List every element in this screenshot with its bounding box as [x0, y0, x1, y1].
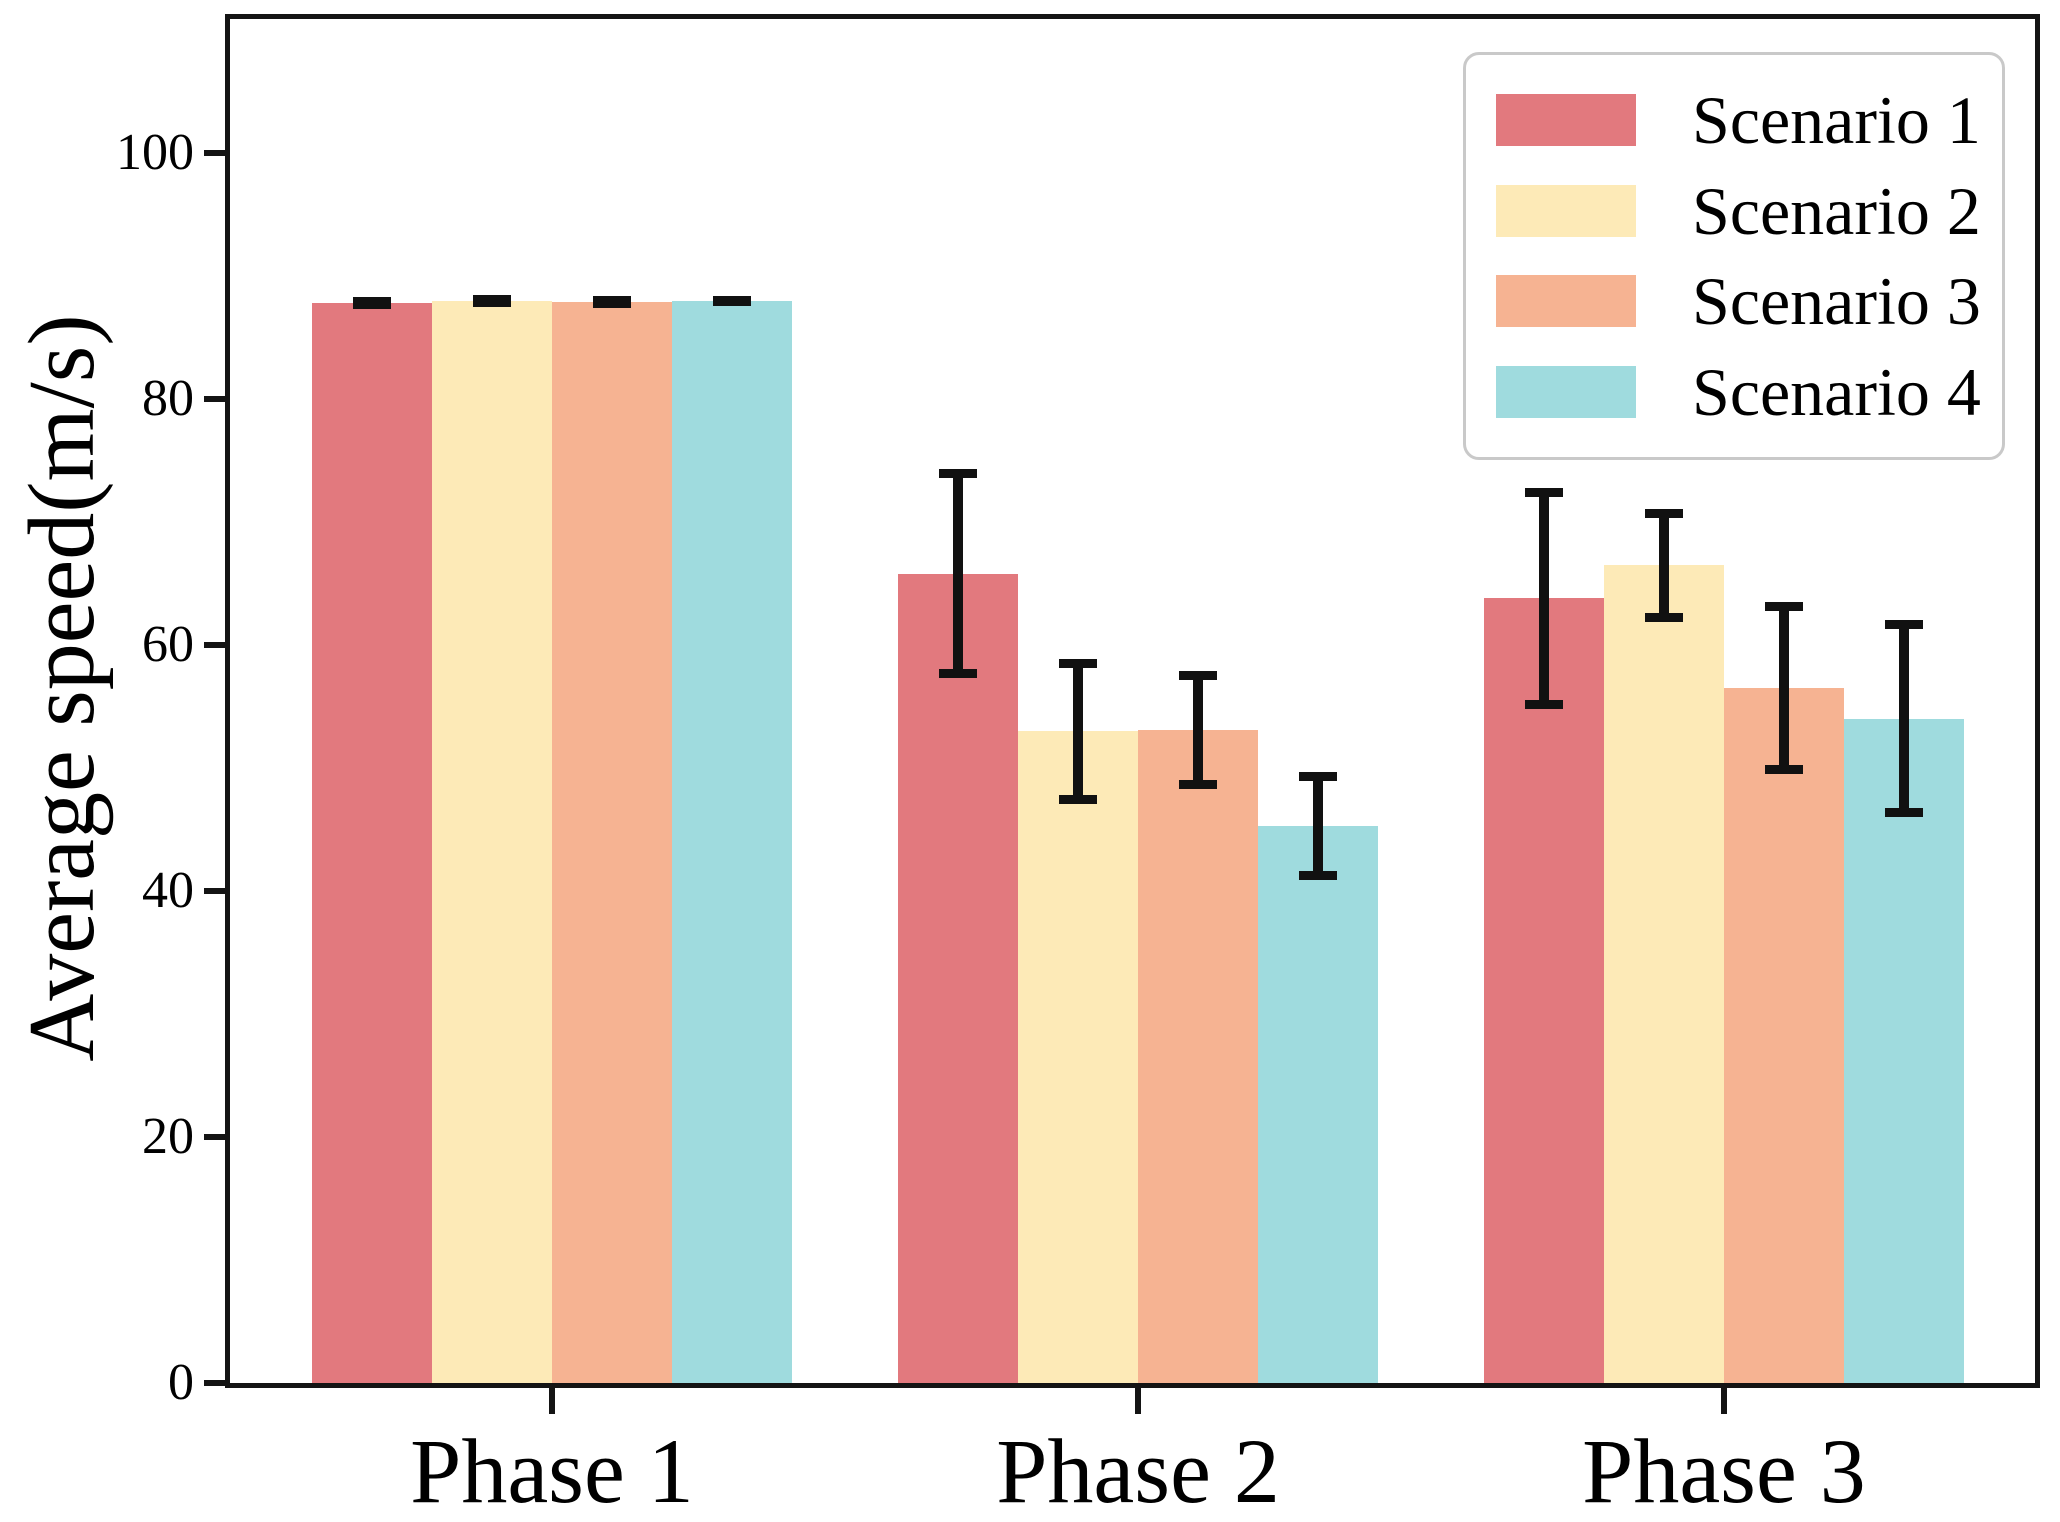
error-bar [1179, 670, 1218, 789]
error-bar-cap-top [1299, 771, 1338, 781]
y-axis-tick-label: 20 [142, 1108, 194, 1165]
x-axis-tick [1135, 1388, 1142, 1414]
error-bar-cap-bottom [1299, 870, 1338, 880]
error-bar-cap-bottom [593, 299, 631, 309]
error-bar-cap-bottom [1884, 808, 1923, 818]
bar-phase3-scenario2 [1603, 565, 1724, 1383]
legend-item: Scenario 4 [1496, 358, 1992, 426]
y-axis-tick [204, 1380, 225, 1386]
error-bar-cap-bottom [1059, 794, 1098, 804]
error-bar-cap-bottom [1524, 699, 1563, 709]
y-axis-tick-label: 100 [116, 124, 194, 182]
error-bar-cap-bottom [473, 297, 511, 307]
error-bar-cap-top [1059, 658, 1098, 668]
error-bar-line [1658, 508, 1669, 622]
error-bar-cap-top [1644, 508, 1683, 518]
error-bar [1644, 508, 1683, 622]
y-axis-tick-label: 40 [142, 862, 194, 920]
error-bar-cap-bottom [713, 296, 751, 306]
bar-phase2-scenario2 [1018, 731, 1139, 1383]
legend-label: Scenario 2 [1692, 172, 1981, 249]
error-bar [593, 295, 631, 309]
legend-swatch-scenario1 [1496, 93, 1636, 146]
error-bar [1884, 620, 1923, 818]
error-bar-line [1073, 658, 1084, 804]
x-axis-tick [1720, 1388, 1727, 1414]
error-bar-line [1538, 487, 1549, 709]
bar-phase1-scenario1 [312, 303, 432, 1383]
x-axis-tick [549, 1388, 555, 1414]
error-bar-cap-top [939, 469, 978, 479]
y-axis-tick [204, 150, 225, 157]
error-bar-cap-bottom [1644, 612, 1683, 622]
x-axis-label-phase1: Phase 1 [410, 1420, 694, 1522]
y-axis-tick [204, 396, 225, 403]
error-bar [1299, 771, 1338, 880]
error-bar-cap-bottom [1764, 765, 1803, 775]
legend-swatch-scenario2 [1496, 184, 1636, 237]
bar-phase3-scenario4 [1843, 718, 1964, 1383]
error-bar [1059, 658, 1098, 804]
bar-phase2-scenario1 [898, 573, 1019, 1383]
y-axis-tick-label: 60 [142, 616, 194, 674]
legend-item: Scenario 3 [1496, 267, 1992, 335]
legend-label: Scenario 1 [1692, 81, 1981, 158]
legend-label: Scenario 4 [1692, 354, 1981, 431]
legend-item: Scenario 1 [1496, 86, 1992, 154]
error-bar [939, 469, 978, 679]
error-bar-line [1193, 670, 1204, 789]
error-bar-cap-top [1764, 601, 1803, 611]
error-bar [473, 294, 511, 307]
error-bar-cap-top [1884, 620, 1923, 630]
x-axis-label-phase3: Phase 3 [1582, 1420, 1866, 1522]
bar-phase2-scenario4 [1258, 825, 1379, 1383]
y-axis-tick [204, 1134, 225, 1140]
error-bar-cap-top [1179, 670, 1218, 680]
error-bar-line [953, 469, 964, 679]
y-axis-tick [204, 888, 225, 895]
error-bar-cap-bottom [939, 669, 978, 679]
y-axis-tick-label: 80 [142, 370, 194, 428]
error-bar-cap-top [1524, 487, 1563, 497]
legend-item: Scenario 2 [1496, 177, 1992, 245]
y-axis-tick-label: 0 [168, 1354, 194, 1411]
error-bar [353, 296, 391, 310]
legend-label: Scenario 3 [1692, 263, 1981, 340]
error-bar-line [1313, 771, 1324, 880]
error-bar-line [1898, 620, 1909, 818]
bar-phase3-scenario3 [1723, 688, 1844, 1383]
bar-phase1-scenario2 [432, 300, 552, 1383]
y-axis-tick [204, 642, 225, 649]
bar-phase2-scenario3 [1138, 729, 1259, 1383]
x-axis-label-phase2: Phase 2 [996, 1420, 1280, 1522]
bar-phase1-scenario3 [552, 301, 672, 1383]
legend-swatch-scenario3 [1496, 275, 1636, 328]
legend: Scenario 1 Scenario 2 Scenario 3 Scenario 4 [1463, 52, 2005, 460]
error-bar-cap-bottom [1179, 779, 1218, 789]
error-bar-line [1778, 601, 1789, 775]
error-bar [1524, 487, 1563, 709]
error-bar [713, 295, 751, 306]
bar-phase1-scenario4 [672, 300, 792, 1383]
legend-swatch-scenario4 [1496, 366, 1636, 419]
bar-phase3-scenario1 [1483, 598, 1604, 1383]
error-bar [1764, 601, 1803, 775]
error-bar-cap-bottom [353, 300, 391, 310]
